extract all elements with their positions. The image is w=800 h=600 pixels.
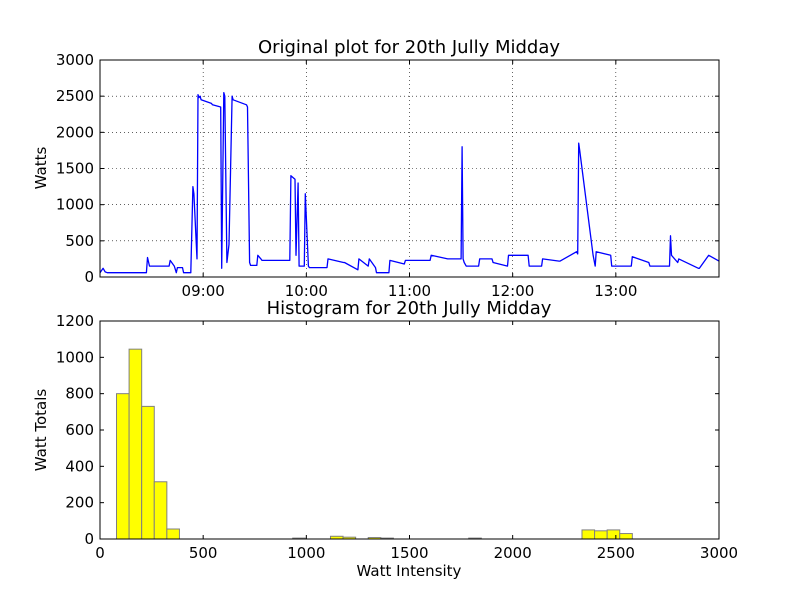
y-tick-label: 0 [84, 530, 94, 548]
histogram-title: Histogram for 20th Jully Midday [267, 298, 552, 319]
y-tick-label: 1200 [56, 312, 94, 330]
y-tick-label: 600 [65, 421, 94, 439]
watts-series-line [99, 91, 720, 274]
y-tick-label: 400 [65, 457, 94, 475]
histogram-chart: Histogram for 20th Jully Midday Watt Tot… [32, 298, 738, 580]
histogram-bar [141, 405, 155, 540]
x-tick-label: 1500 [390, 544, 428, 562]
x-tick-label: 0 [95, 544, 105, 562]
histogram-bar [594, 530, 608, 540]
y-tick-label: 3000 [56, 51, 94, 69]
histogram-ylabel: Watt Totals [32, 389, 50, 472]
y-tick-label: 1500 [56, 160, 94, 178]
histogram-bar [581, 529, 596, 540]
line-chart: Original plot for 20th Jully Midday Watt… [32, 37, 720, 300]
x-tick-label: 10:00 [285, 282, 328, 300]
line-chart-axes: 0 500 1000 1500 2000 2500 3000 09:00 10:00 11:00 1… [56, 51, 719, 300]
histogram-bar [116, 393, 130, 540]
histogram-bar [153, 481, 168, 540]
x-tick-label: 11:00 [388, 282, 431, 300]
histogram-bar [606, 529, 621, 540]
histogram-xlabel: Watt Intensity [357, 562, 462, 580]
line-chart-grid [100, 60, 719, 277]
histogram-bar [166, 528, 180, 540]
line-chart-series [99, 91, 720, 274]
x-tick-label: 13:00 [594, 282, 637, 300]
x-tick-label: 2000 [494, 544, 532, 562]
x-tick-label: 500 [189, 544, 218, 562]
x-tick-label: 09:00 [182, 282, 225, 300]
x-tick-label: 2500 [597, 544, 635, 562]
x-tick-label: 3000 [700, 544, 738, 562]
x-tick-label: 1000 [287, 544, 325, 562]
line-chart-title: Original plot for 20th Jully Midday [258, 37, 560, 58]
y-tick-label: 800 [65, 385, 94, 403]
x-tick-label: 12:00 [491, 282, 534, 300]
histogram-bars [116, 348, 633, 540]
y-tick-label: 2000 [56, 123, 94, 141]
histogram-bar [128, 348, 143, 540]
y-tick-label: 1000 [56, 196, 94, 214]
y-tick-label: 500 [65, 232, 94, 250]
histogram-axes: 0 200 400 600 800 1000 1200 0 500 1000 1500 2000 250… [56, 312, 738, 562]
line-chart-ylabel: Watts [32, 147, 50, 190]
y-tick-label: 2500 [56, 87, 94, 105]
y-tick-label: 0 [84, 268, 94, 286]
y-tick-label: 200 [65, 494, 94, 512]
histogram-bar [619, 533, 633, 540]
y-tick-label: 1000 [56, 348, 94, 366]
histogram-frame [99, 320, 720, 540]
